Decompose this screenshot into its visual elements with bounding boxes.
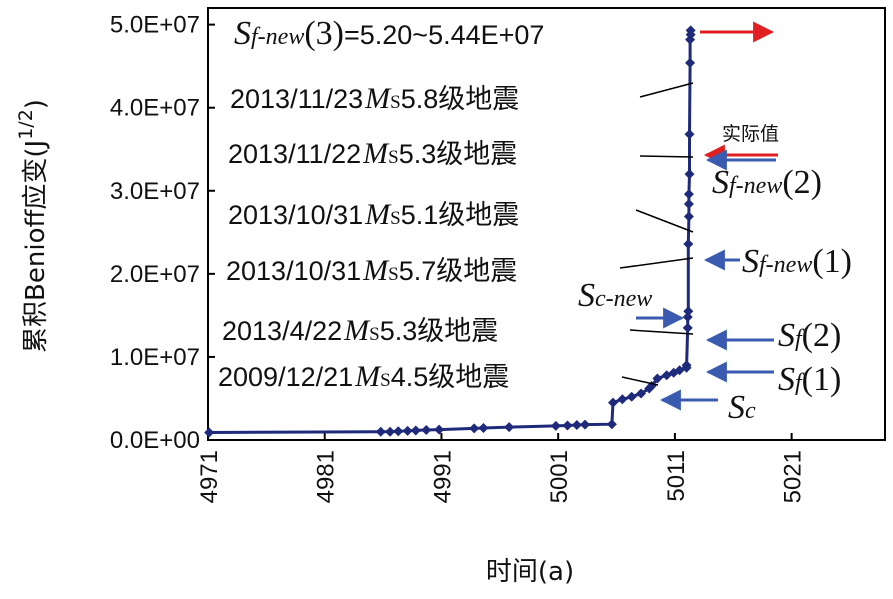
s-label-c-new: Sc-new [578, 277, 685, 329]
svg-text:2013/10/31MS5.1级地震: 2013/10/31MS5.1级地震 [228, 198, 519, 231]
svg-text:Sc: Sc [728, 389, 756, 426]
svg-text:2009/12/21MS4.5级地震: 2009/12/21MS4.5级地震 [218, 360, 509, 393]
y-axis-title-sup: 1/2 [15, 109, 37, 140]
data-point [636, 388, 647, 399]
annotation-leader [621, 376, 659, 386]
annotation-date: 2013/11/22 [228, 139, 361, 169]
annotation-5: 2013/4/22MS5.3级地震 [222, 314, 694, 347]
annotation-leader [629, 329, 694, 335]
annotation-date: 2013/10/31 [228, 200, 363, 230]
annotation-date: 2009/12/21 [218, 362, 353, 392]
data-point [682, 322, 693, 333]
data-point [434, 424, 445, 435]
svg-text:2013/4/22MS5.3级地震: 2013/4/22MS5.3级地震 [222, 314, 498, 347]
data-point [685, 57, 696, 68]
svg-text:Sf(1): Sf(1) [778, 361, 841, 398]
annotation-3: 2013/10/31MS5.1级地震 [228, 198, 694, 233]
data-point [683, 199, 694, 210]
data-point [393, 426, 404, 437]
y-axis-title: 累积Benioff应变(J1/2) [15, 99, 51, 353]
y-tick-label: 5.0E+07 [110, 12, 200, 39]
data-point [504, 422, 515, 433]
y-tick-label: 3.0E+07 [110, 178, 200, 205]
annotation-6: 2009/12/21MS4.5级地震 [218, 360, 659, 393]
svg-text:2013/11/23MS5.8级地震: 2013/11/23MS5.8级地震 [230, 82, 519, 115]
s-label-f-new-1: Sf-new(1) [703, 243, 852, 280]
actual-value-marker: 实际值 [703, 123, 779, 166]
y-tick-label: 4.0E+07 [110, 95, 200, 122]
data-point [682, 312, 693, 323]
x-tick-label: 5001 [546, 450, 573, 503]
s-label-f-2: Sf(2) [705, 317, 841, 354]
annotation-date: 2013/11/23 [230, 84, 363, 114]
data-point [469, 423, 480, 434]
svg-text:2013/11/22MS5.3级地震: 2013/11/22MS5.3级地震 [228, 137, 517, 170]
svg-text:Sf-new(2): Sf-new(2) [712, 164, 822, 201]
data-point [681, 360, 692, 371]
svg-text:Sf-new(1): Sf-new(1) [742, 243, 852, 280]
x-tick-label: 4981 [313, 450, 340, 503]
data-point [385, 426, 396, 437]
svg-text:Sf(2): Sf(2) [778, 317, 841, 354]
annotation-leader [619, 257, 694, 269]
data-point [402, 425, 413, 436]
s-label-f-1: Sf(1) [705, 361, 841, 398]
svg-text:Sc-new: Sc-new [578, 277, 652, 314]
data-point [204, 427, 215, 438]
x-tick-label: 5021 [780, 450, 807, 503]
annotation-2: 2013/11/22MS5.3级地震 [228, 137, 694, 170]
data-point [683, 211, 694, 222]
s-label-f-new-2: Sf-new(2) [705, 149, 822, 201]
s-label-c: Sc [659, 389, 756, 426]
data-point [626, 391, 637, 402]
annotation-leader [635, 209, 694, 233]
data-point [606, 419, 617, 430]
y-tick-label: 0.0E+00 [110, 427, 200, 454]
data-point [410, 425, 421, 436]
y-tick-label: 2.0E+07 [110, 261, 200, 288]
data-point [683, 189, 694, 200]
svg-text:Sf-new(3)=5.20~5.44E+07: Sf-new(3)=5.20~5.44E+07 [234, 15, 544, 52]
x-tick-label: 4971 [196, 450, 223, 503]
data-point [652, 373, 663, 384]
y-axis: 0.0E+00 1.0E+07 2.0E+07 3.0E+07 4.0E+07 5.0E+… [110, 12, 215, 454]
y-tick-label: 1.0E+07 [110, 344, 200, 371]
data-point [617, 394, 628, 405]
x-tick-label: 4991 [429, 450, 456, 503]
s-label-f-new-3: Sf-new(3)=5.20~5.44E+07 [234, 15, 775, 52]
annotation-4: 2013/10/31MS5.7级地震 [226, 254, 694, 287]
data-point [684, 169, 695, 180]
data-point [562, 420, 573, 431]
annotation-date: 2013/10/31 [226, 256, 361, 286]
x-tick-label: 5011 [663, 450, 690, 502]
x-axis: 4971 4981 4991 5001 5011 5021 [196, 433, 807, 503]
data-point [375, 426, 386, 437]
data-point [684, 129, 695, 140]
svg-text:2013/10/31MS5.7级地震: 2013/10/31MS5.7级地震 [226, 254, 517, 287]
data-point [550, 420, 561, 431]
data-point [478, 422, 489, 433]
data-point [421, 425, 432, 436]
data-point [683, 306, 694, 317]
data-point [608, 397, 619, 408]
plot-frame [207, 7, 886, 441]
annotation-leader [639, 155, 694, 158]
annotation-1: 2013/11/23MS5.8级地震 [230, 82, 694, 115]
x-axis-title: 时间(a) [486, 557, 574, 587]
data-point [571, 420, 582, 431]
annotation-date: 2013/4/22 [222, 316, 342, 346]
annotation-leader [639, 82, 694, 98]
data-point [685, 25, 696, 36]
data-point [683, 238, 694, 249]
actual-value-label: 实际值 [722, 123, 779, 145]
series-points [204, 25, 696, 438]
data-point [580, 419, 591, 430]
